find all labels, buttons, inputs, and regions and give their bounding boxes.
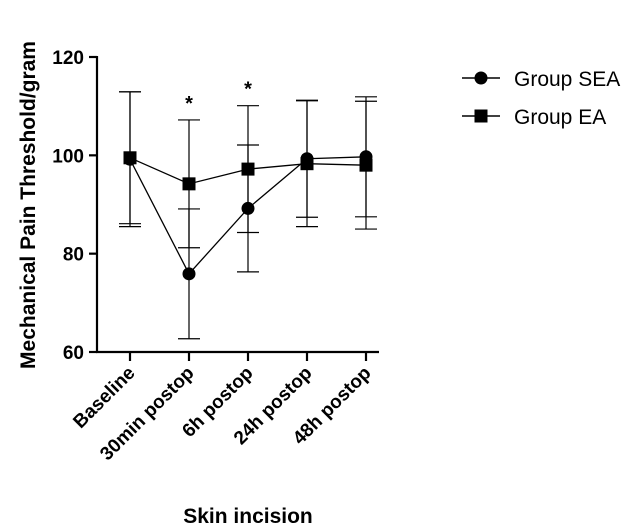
data-point	[123, 151, 137, 165]
legend-marker	[474, 109, 488, 123]
data-point	[359, 158, 373, 172]
x-axis-title: Skin incision	[183, 505, 313, 528]
y-tick-label: 80	[63, 245, 84, 266]
data-point	[241, 201, 255, 215]
significance-star: *	[185, 93, 193, 115]
y-tick-label: 60	[63, 343, 84, 364]
legend-item: Group SEA	[462, 68, 620, 91]
data-point	[241, 162, 255, 176]
y-axis-title: Mechanical Pain Threshold/gram	[17, 41, 40, 369]
data-point	[182, 177, 196, 191]
legend-label: Group SEA	[514, 68, 620, 91]
axes	[95, 56, 379, 354]
series-markers	[123, 150, 373, 281]
y-ticks: 60 80 100 120	[52, 48, 97, 364]
significance-star: *	[244, 79, 252, 101]
error-bars	[119, 91, 377, 340]
y-tick-label: 100	[52, 146, 84, 167]
legend: Group SEA Group EA	[462, 68, 620, 129]
legend-label: Group EA	[514, 106, 606, 129]
legend-marker	[474, 71, 488, 85]
significance-annotations: **	[185, 79, 252, 115]
legend-item: Group EA	[462, 106, 606, 129]
data-point	[300, 157, 314, 171]
data-point	[182, 267, 196, 281]
y-tick-label: 120	[52, 48, 84, 69]
